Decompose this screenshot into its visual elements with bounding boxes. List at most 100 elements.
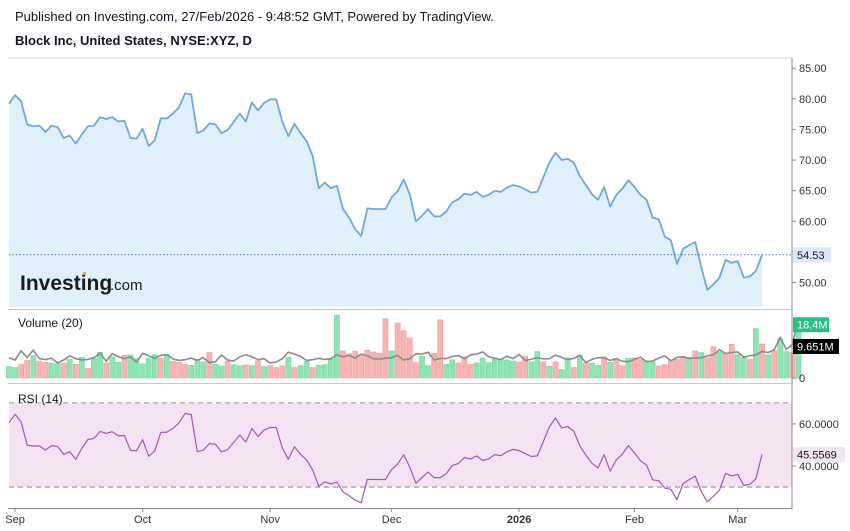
volume-bar[interactable] [437,319,444,379]
volume-bar[interactable] [91,357,97,379]
volume-bar[interactable] [540,361,547,379]
volume-bar[interactable] [364,349,371,379]
volume-bar[interactable] [783,351,790,379]
volume-bar[interactable] [728,344,735,379]
volume-bar[interactable] [309,367,316,379]
volume-bar[interactable] [692,350,699,379]
volume-bar[interactable] [564,357,571,379]
volume-bar[interactable] [449,359,456,379]
rsi-line[interactable] [8,412,763,504]
volume-bar[interactable] [376,352,383,379]
price-pane[interactable] [8,92,792,307]
volume-bar[interactable] [643,360,650,379]
volume-bar[interactable] [558,369,565,379]
volume-bar[interactable] [370,351,377,379]
volume-bar[interactable] [182,364,188,379]
volume-bar[interactable] [722,352,729,379]
volume-bar[interactable] [704,357,711,379]
volume-bar[interactable] [291,367,298,379]
volume-pane[interactable] [6,314,802,379]
volume-bar[interactable] [759,343,765,379]
volume-bar[interactable] [771,350,778,379]
volume-bar[interactable] [170,361,176,379]
volume-bar[interactable] [382,318,389,379]
volume-bar[interactable] [425,365,431,379]
volume-bar[interactable] [413,362,419,379]
volume-bar[interactable] [242,364,249,379]
volume-bar[interactable] [12,367,18,379]
volume-bar[interactable] [625,357,632,379]
volume-bar[interactable] [637,359,644,379]
volume-bar[interactable] [546,365,553,379]
volume-bar[interactable] [315,365,322,379]
volume-bar[interactable] [279,365,286,379]
volume-bar[interactable] [24,360,31,379]
volume-bar[interactable] [419,355,425,379]
volume-bar[interactable] [133,358,140,379]
volume-bar[interactable] [431,352,437,379]
volume-bar[interactable] [522,355,529,379]
volume-bar[interactable] [710,346,717,379]
volume-bar[interactable] [340,350,346,379]
volume-bar[interactable] [498,358,504,379]
volume-bar[interactable] [321,364,328,379]
volume-bar[interactable] [109,356,116,379]
volume-bar[interactable] [455,362,462,379]
volume-bar[interactable] [352,350,359,379]
volume-bar[interactable] [528,361,535,379]
volume-bar[interactable] [394,322,401,379]
volume-bar[interactable] [680,356,686,379]
volume-bar[interactable] [72,364,79,379]
price-line[interactable] [8,92,763,291]
volume-bar[interactable] [631,357,638,379]
volume-bar[interactable] [516,361,522,379]
volume-bar[interactable] [589,362,595,379]
volume-bar[interactable] [139,363,146,379]
volume-bar[interactable] [200,361,207,379]
volume-bar[interactable] [668,359,674,379]
volume-bar[interactable] [157,358,164,379]
volume-bar[interactable] [504,359,510,379]
volume-bar[interactable] [443,364,450,379]
volume-bar[interactable] [510,360,516,379]
volume-bar[interactable] [194,360,201,379]
volume-bar[interactable] [249,365,255,379]
volume-bar[interactable] [734,354,741,379]
volume-bar[interactable] [176,362,182,379]
volume-bar[interactable] [151,354,158,379]
volume-bar[interactable] [662,364,668,379]
volume-bar[interactable] [485,362,492,379]
volume-bar[interactable] [18,364,25,379]
volume-bar[interactable] [30,355,37,379]
volume-bar[interactable] [261,366,267,379]
volume-bar[interactable] [103,362,110,379]
volume-bar[interactable] [334,314,340,379]
volume-bar[interactable] [121,355,128,379]
volume-bar[interactable] [85,367,91,379]
volume-bar[interactable] [48,362,55,379]
volume-bar[interactable] [552,361,559,379]
volume-bar[interactable] [473,362,480,379]
volume-bar[interactable] [674,359,680,379]
volume-bar[interactable] [206,352,213,379]
volume-bar[interactable] [6,366,12,379]
volume-bar[interactable] [97,351,103,379]
volume-bar[interactable] [346,353,352,379]
volume-bar[interactable] [79,357,85,379]
volume-bar[interactable] [747,359,753,379]
volume-bar[interactable] [273,367,280,379]
volume-bar[interactable] [297,365,304,379]
volume-bar[interactable] [212,364,219,379]
volume-bar[interactable] [400,330,407,379]
volume-bar[interactable] [267,365,273,379]
volume-ma-line[interactable] [8,317,800,364]
volume-bar[interactable] [303,361,310,379]
volume-bar[interactable] [613,358,620,379]
volume-bar[interactable] [777,338,784,379]
volume-bar[interactable] [649,361,656,379]
volume-bar[interactable] [66,359,73,379]
volume-bar[interactable] [127,354,134,379]
volume-bar[interactable] [36,360,43,379]
volume-bar[interactable] [164,354,170,379]
volume-bar[interactable] [236,365,243,379]
